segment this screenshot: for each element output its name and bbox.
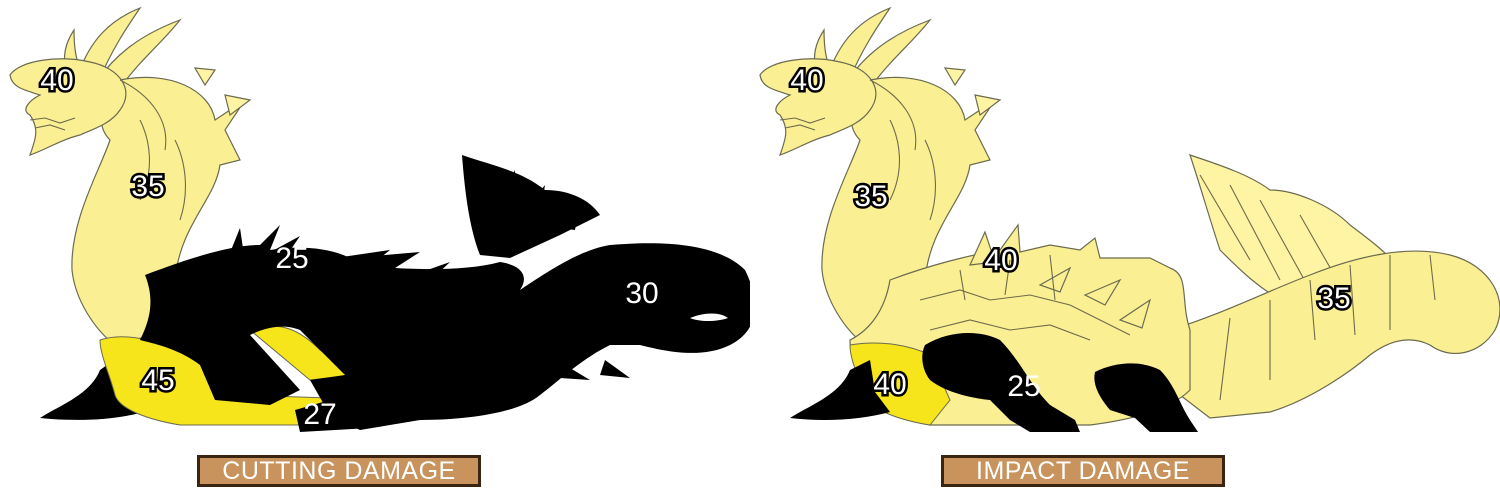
value-legs: 27 <box>303 398 336 431</box>
value-neck: 35 <box>131 170 164 203</box>
cutting-damage-values: 40 35 25 30 45 27 <box>38 62 659 432</box>
impact-damage-caption: IMPACT DAMAGE <box>941 455 1225 487</box>
cutting-dragon-diagram: 40 35 25 30 45 27 <box>9 6 750 432</box>
value-head: 40 <box>40 64 73 97</box>
dragon-legs-silhouette <box>790 333 1198 432</box>
dragon-tail <box>1169 250 1500 419</box>
value-neck: 35 <box>854 180 887 213</box>
value-tail: 35 <box>1317 282 1350 315</box>
cutting-damage-panel: 40 35 25 30 45 27 CUTTING DAMAGE <box>9 6 750 487</box>
dragon-neck-spikes <box>193 67 252 117</box>
value-head: 40 <box>790 64 823 97</box>
value-back: 40 <box>984 244 1017 277</box>
impact-damage-values: 40 35 40 35 40 25 <box>788 62 1353 404</box>
value-back: 25 <box>275 242 308 275</box>
value-belly: 45 <box>141 364 174 397</box>
cutting-damage-caption: CUTTING DAMAGE <box>197 455 481 487</box>
value-belly: 40 <box>873 368 906 401</box>
dragon-head <box>759 58 877 156</box>
value-legs: 25 <box>1007 370 1040 403</box>
value-tail: 30 <box>625 277 658 310</box>
impact-dragon-diagram: 40 35 40 35 40 25 <box>759 6 1500 432</box>
dragon-neck-spikes <box>943 67 1002 117</box>
dragon-head <box>9 58 127 156</box>
impact-damage-panel: 40 35 40 35 40 25 IMPACT DAMAGE <box>750 0 1500 502</box>
dragon-body-silhouette <box>40 155 750 432</box>
